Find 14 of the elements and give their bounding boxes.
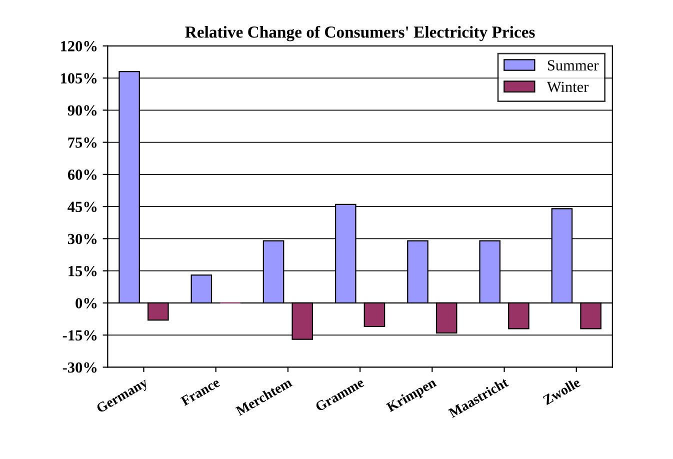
legend-label: Summer <box>548 60 599 70</box>
y-tick-label: 120% <box>60 41 97 52</box>
y-tick-label: 90% <box>68 105 97 116</box>
y-tick-label: 60% <box>68 170 97 180</box>
legend-label: Winter <box>546 82 589 92</box>
y-tick-label: 75% <box>68 137 97 148</box>
y-tick-label: 45% <box>68 202 97 212</box>
y-tick-label: -15% <box>62 330 97 341</box>
chart-title: Relative Change of Consumers' Electricity Prices <box>185 26 535 42</box>
y-tick-label: 105% <box>60 73 97 84</box>
y-tick-label: 30% <box>68 234 97 244</box>
y-tick-label: 0% <box>76 298 97 308</box>
y-tick-label: -30% <box>62 362 97 373</box>
y-tick-label: 15% <box>68 266 97 276</box>
